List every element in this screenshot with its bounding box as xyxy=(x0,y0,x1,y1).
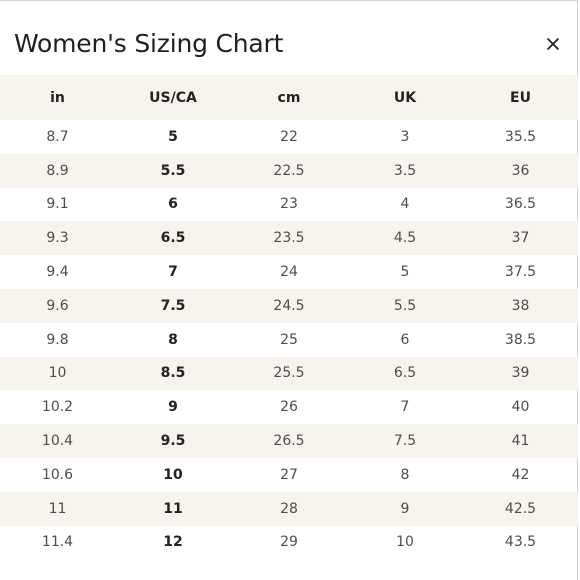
close-button[interactable] xyxy=(540,31,566,57)
table-row: 9.8 8 25 6 38.5 xyxy=(0,323,578,357)
table-row: 11.4 12 29 10 43.5 xyxy=(0,526,578,560)
table-body: 8.7 5 22 3 35.5 8.9 5.5 22.5 3.5 36 9.1 6 23 4 36.5 9.3… xyxy=(0,120,578,559)
cell-uk: 3.5 xyxy=(393,162,417,179)
cell-eu: 38 xyxy=(511,297,530,314)
column-header-eu: EU xyxy=(510,89,531,106)
cell-in: 9.1 xyxy=(46,196,69,213)
table-row: 11 11 28 9 42.5 xyxy=(0,491,578,526)
cell-uk: 5 xyxy=(400,264,410,281)
cell-in: 10.2 xyxy=(41,399,74,416)
cell-uk: 10 xyxy=(396,534,414,551)
cell-us-ca: 5.5 xyxy=(160,162,186,179)
table-row: 10 8.5 25.5 6.5 39 xyxy=(0,356,578,391)
cell-us-ca: 6.5 xyxy=(160,230,186,247)
table-row: 9.1 6 23 4 36.5 xyxy=(0,188,578,222)
close-icon xyxy=(546,37,560,51)
table-row: 10.6 10 27 8 42 xyxy=(0,458,578,492)
cell-eu: 41 xyxy=(511,433,530,450)
cell-cm: 28 xyxy=(280,500,298,517)
cell-cm: 24.5 xyxy=(273,297,305,314)
cell-us-ca: 9.5 xyxy=(160,433,186,450)
cell-uk: 5.5 xyxy=(393,297,417,314)
cell-uk: 8 xyxy=(400,466,410,483)
cell-cm: 23 xyxy=(280,196,298,213)
cell-cm: 24 xyxy=(280,264,298,281)
table-row: 9.4 7 24 5 37.5 xyxy=(0,255,578,289)
cell-us-ca: 8.5 xyxy=(160,365,186,382)
cell-eu: 37.5 xyxy=(504,264,537,281)
cell-in: 9.8 xyxy=(46,331,69,348)
cell-us-ca: 10 xyxy=(163,466,183,483)
cell-in: 9.6 xyxy=(46,297,69,314)
cell-eu: 42.5 xyxy=(504,500,537,517)
cell-in: 8.7 xyxy=(46,128,69,145)
dialog-title: Women's Sizing Chart xyxy=(14,29,284,58)
cell-cm: 29 xyxy=(280,534,298,551)
size-table: in US/CA cm UK EU 8.7 5 22 3 35.5 8.9 5.5 22.5 3… xyxy=(0,75,578,559)
cell-cm: 23.5 xyxy=(273,230,305,247)
cell-eu: 42 xyxy=(511,466,530,483)
cell-eu: 36 xyxy=(511,162,530,179)
cell-in: 10.6 xyxy=(41,466,74,483)
table-row: 8.7 5 22 3 35.5 xyxy=(0,120,578,154)
cell-us-ca: 12 xyxy=(163,534,183,551)
cell-in: 11.4 xyxy=(41,534,74,551)
column-header-us-ca: US/CA xyxy=(149,89,197,106)
cell-us-ca: 7.5 xyxy=(160,297,186,314)
cell-eu: 39 xyxy=(511,365,530,382)
cell-us-ca: 11 xyxy=(163,500,183,517)
table-row: 10.4 9.5 26.5 7.5 41 xyxy=(0,424,578,458)
cell-cm: 27 xyxy=(280,466,298,483)
cell-uk: 7 xyxy=(400,399,410,416)
cell-eu: 35.5 xyxy=(504,128,537,145)
cell-in: 9.4 xyxy=(46,264,69,281)
cell-cm: 26.5 xyxy=(273,433,305,450)
table-row: 9.3 6.5 23.5 4.5 37 xyxy=(0,221,578,256)
cell-cm: 25 xyxy=(280,331,298,348)
cell-in: 10 xyxy=(48,365,67,382)
cell-us-ca: 8 xyxy=(168,331,178,348)
cell-uk: 6.5 xyxy=(393,365,417,382)
cell-in: 9.3 xyxy=(46,230,69,247)
cell-cm: 26 xyxy=(280,399,298,416)
cell-eu: 40 xyxy=(511,399,530,416)
cell-uk: 6 xyxy=(400,331,410,348)
column-header-cm: cm xyxy=(277,89,301,106)
table-header-row: in US/CA cm UK EU xyxy=(0,75,578,120)
cell-uk: 7.5 xyxy=(393,433,417,450)
column-header-uk: UK xyxy=(393,89,417,106)
cell-eu: 36.5 xyxy=(504,196,537,213)
cell-eu: 37 xyxy=(511,230,530,247)
cell-in: 11 xyxy=(48,500,67,517)
cell-in: 8.9 xyxy=(46,162,69,179)
cell-cm: 22 xyxy=(280,128,298,145)
cell-us-ca: 7 xyxy=(168,264,178,281)
table-row: 10.2 9 26 7 40 xyxy=(0,390,578,424)
cell-uk: 9 xyxy=(400,500,410,517)
column-header-in: in xyxy=(50,89,65,106)
cell-cm: 22.5 xyxy=(273,162,305,179)
cell-uk: 4 xyxy=(400,196,410,213)
cell-eu: 38.5 xyxy=(504,331,537,348)
table-row: 8.9 5.5 22.5 3.5 36 xyxy=(0,153,578,188)
cell-eu: 43.5 xyxy=(504,534,537,551)
table-row: 9.6 7.5 24.5 5.5 38 xyxy=(0,288,578,323)
cell-us-ca: 5 xyxy=(168,128,178,145)
cell-cm: 25.5 xyxy=(273,365,305,382)
cell-uk: 4.5 xyxy=(393,230,417,247)
cell-in: 10.4 xyxy=(41,433,74,450)
cell-us-ca: 6 xyxy=(168,196,178,213)
cell-us-ca: 9 xyxy=(168,399,178,416)
cell-uk: 3 xyxy=(400,128,410,145)
